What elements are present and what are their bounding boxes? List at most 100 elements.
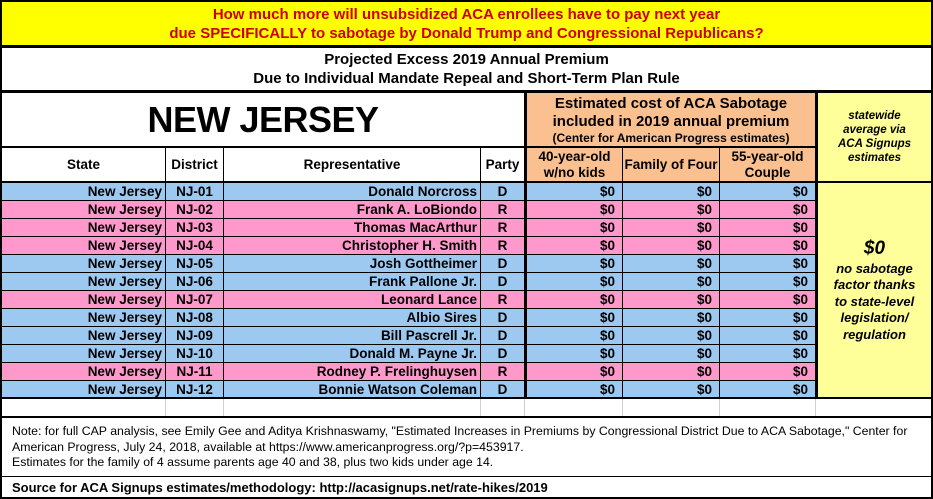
premium-family-cell: $0 <box>623 201 720 219</box>
representative-cell: Leonard Lance <box>224 291 481 309</box>
premium-40-cell: $0 <box>525 255 623 273</box>
representative-cell: Donald Norcross <box>224 183 481 201</box>
premium-40-cell: $0 <box>525 201 623 219</box>
premium-family-cell: $0 <box>623 345 720 363</box>
premium-55-cell: $0 <box>720 237 816 255</box>
party-cell: R <box>481 201 525 219</box>
premium-family-cell: $0 <box>623 309 720 327</box>
footnote-family: Estimates for the family of 4 assume par… <box>12 455 494 469</box>
state-title: NEW JERSEY <box>2 93 525 148</box>
party-cell: R <box>481 237 525 255</box>
premium-40-cell: $0 <box>525 363 623 381</box>
district-cell: NJ-11 <box>166 363 224 381</box>
empty-cell <box>481 399 525 416</box>
premium-55-cell: $0 <box>720 255 816 273</box>
premium-40-cell: $0 <box>525 309 623 327</box>
premium-55-cell: $0 <box>720 201 816 219</box>
question-banner: How much more will unsubsidized ACA enro… <box>2 2 931 48</box>
column-header-representative: Representative <box>224 148 481 183</box>
premium-40-cell: $0 <box>525 219 623 237</box>
party-cell: D <box>481 381 525 399</box>
district-cell: NJ-04 <box>166 237 224 255</box>
empty-cell <box>224 399 481 416</box>
district-cell: NJ-05 <box>166 255 224 273</box>
statewide-average-header: statewide average via ACA Signups estima… <box>816 93 931 183</box>
premium-family-cell: $0 <box>623 381 720 399</box>
subtitle-line1: Projected Excess 2019 Annual Premium <box>324 51 609 68</box>
representative-cell: Frank Pallone Jr. <box>224 273 481 291</box>
premium-55-cell: $0 <box>720 309 816 327</box>
cap-estimates-header: Estimated cost of ACA Sabotage included … <box>525 93 816 148</box>
premium-55-cell: $0 <box>720 291 816 309</box>
subtitle-line2: Due to Individual Mandate Repeal and Sho… <box>253 70 680 87</box>
premium-55-cell: $0 <box>720 345 816 363</box>
representative-cell: Albio Sires <box>224 309 481 327</box>
column-header-district: District <box>166 148 224 183</box>
party-cell: D <box>481 327 525 345</box>
cap-header-line1: Estimated cost of ACA Sabotage <box>554 94 788 112</box>
party-cell: D <box>481 309 525 327</box>
premium-family-cell: $0 <box>623 363 720 381</box>
footnotes: Note: for full CAP analysis, see Emily G… <box>2 418 931 476</box>
representative-cell: Donald M. Payne Jr. <box>224 345 481 363</box>
party-cell: R <box>481 219 525 237</box>
premium-table: NEW JERSEY Estimated cost of ACA Sabotag… <box>2 93 931 418</box>
premium-55-cell: $0 <box>720 327 816 345</box>
state-cell: New Jersey <box>2 381 166 399</box>
premium-40-cell: $0 <box>525 327 623 345</box>
premium-family-cell: $0 <box>623 273 720 291</box>
premium-55-cell: $0 <box>720 363 816 381</box>
empty-cell <box>2 399 166 416</box>
state-cell: New Jersey <box>2 363 166 381</box>
district-cell: NJ-09 <box>166 327 224 345</box>
premium-55-cell: $0 <box>720 219 816 237</box>
party-cell: R <box>481 363 525 381</box>
party-cell: D <box>481 255 525 273</box>
party-cell: D <box>481 273 525 291</box>
question-banner-line1: How much more will unsubsidized ACA enro… <box>212 5 721 23</box>
empty-cell <box>816 399 931 416</box>
premium-family-cell: $0 <box>623 237 720 255</box>
premium-family-cell: $0 <box>623 255 720 273</box>
representative-cell: Rodney P. Frelinghuysen <box>224 363 481 381</box>
district-cell: NJ-08 <box>166 309 224 327</box>
representative-cell: Thomas MacArthur <box>224 219 481 237</box>
state-cell: New Jersey <box>2 201 166 219</box>
statewide-average-text: no sabotage factor thanks to state-level… <box>833 260 916 342</box>
state-cell: New Jersey <box>2 255 166 273</box>
district-cell: NJ-06 <box>166 273 224 291</box>
premium-55-cell: $0 <box>720 381 816 399</box>
representative-cell: Bill Pascrell Jr. <box>224 327 481 345</box>
state-cell: New Jersey <box>2 273 166 291</box>
column-header-55-year-old: 55-year-old Couple <box>720 148 816 183</box>
empty-cell <box>623 399 720 416</box>
state-cell: New Jersey <box>2 237 166 255</box>
statewide-average-note: $0 no sabotage factor thanks to state-le… <box>816 183 931 399</box>
column-header-state: State <box>2 148 166 183</box>
state-cell: New Jersey <box>2 345 166 363</box>
premium-40-cell: $0 <box>525 291 623 309</box>
premium-family-cell: $0 <box>623 291 720 309</box>
premium-40-cell: $0 <box>525 237 623 255</box>
district-cell: NJ-02 <box>166 201 224 219</box>
state-cell: New Jersey <box>2 183 166 201</box>
party-cell: R <box>481 291 525 309</box>
district-cell: NJ-12 <box>166 381 224 399</box>
empty-cell <box>720 399 816 416</box>
premium-40-cell: $0 <box>525 345 623 363</box>
question-banner-line2: due SPECIFICALLY to sabotage by Donald T… <box>169 24 764 42</box>
representative-cell: Frank A. LoBiondo <box>224 201 481 219</box>
premium-family-cell: $0 <box>623 219 720 237</box>
premium-55-cell: $0 <box>720 183 816 201</box>
state-cell: New Jersey <box>2 309 166 327</box>
state-cell: New Jersey <box>2 291 166 309</box>
district-cell: NJ-10 <box>166 345 224 363</box>
subtitle-box: Projected Excess 2019 Annual Premium Due… <box>2 48 931 93</box>
source-bar: Source for ACA Signups estimates/methodo… <box>2 476 931 497</box>
representative-cell: Bonnie Watson Coleman <box>224 381 481 399</box>
cap-header-line2: included in 2019 annual premium <box>552 112 790 130</box>
representative-cell: Christopher H. Smith <box>224 237 481 255</box>
district-cell: NJ-07 <box>166 291 224 309</box>
premium-40-cell: $0 <box>525 381 623 399</box>
